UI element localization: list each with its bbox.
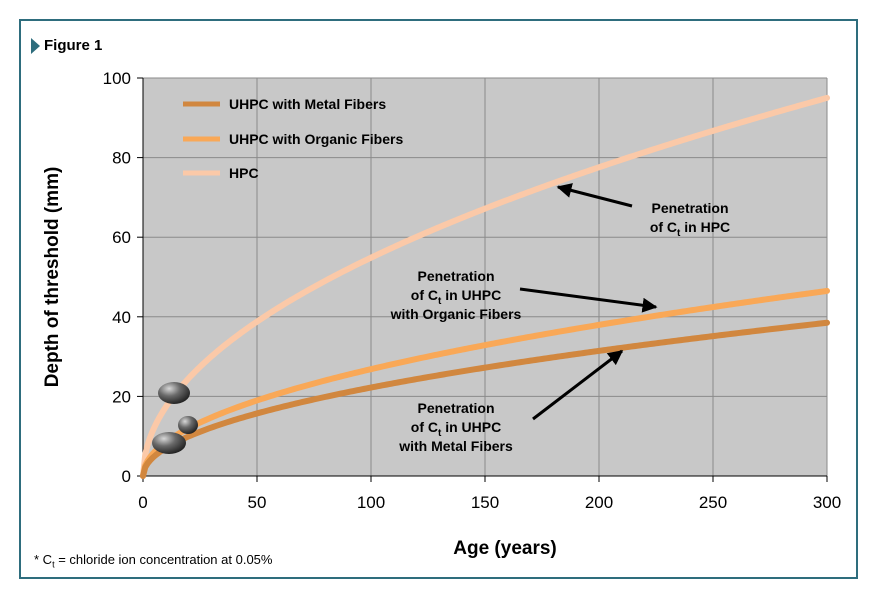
x-tick-label: 250 (699, 493, 727, 512)
annotation-subscript: t (438, 428, 442, 439)
annotation-line: of Ct in UHPC (411, 287, 501, 307)
annotation-segment: of C (650, 219, 677, 235)
x-tick-label: 100 (357, 493, 385, 512)
y-tick-label: 0 (122, 467, 131, 486)
annotation-segment: Penetration (417, 400, 494, 416)
x-tick-label: 0 (138, 493, 147, 512)
annotation-segment: with Organic Fibers (390, 306, 522, 322)
x-tick-label: 50 (248, 493, 267, 512)
y-tick-label: 60 (112, 228, 131, 247)
figure-label: Figure 1 (31, 37, 102, 54)
footnote: * Ct = chloride ion concentration at 0.0… (34, 552, 272, 570)
annotation-subscript: t (438, 296, 442, 307)
annotation-line: of Ct in UHPC (411, 419, 501, 439)
x-axis-title: Age (years) (453, 538, 557, 559)
footnote-text: = chloride ion concentration at 0.05% (54, 552, 273, 567)
annotation-text: Penetration of Ct in UHPC with Organic Fib… (390, 268, 522, 322)
annotation-segment: in UHPC (441, 419, 501, 435)
annotation-line: of Ct in HPC (650, 219, 730, 239)
annotation-arrow (532, 349, 624, 421)
annotation-segment: of C (411, 419, 438, 435)
annotation-subscript: t (677, 228, 681, 239)
legend-label-hpc: HPC (229, 165, 259, 181)
annotation-segment: Penetration (417, 268, 494, 284)
annotation-line: Penetration (417, 268, 494, 284)
y-axis-title: Depth of threshold (mm) (42, 167, 63, 388)
annotation-arrow (519, 287, 658, 313)
y-tick-label: 20 (112, 387, 131, 406)
series-line-hpc (140, 94, 830, 479)
series-line-uhpc-with-organic-fibers (140, 287, 830, 479)
annotation-segment: in UHPC (441, 287, 501, 303)
legend-label-uhpc-with-metal-fibers: UHPC with Metal Fibers (229, 96, 386, 112)
annotation-text: Penetration of Ct in UHPC with Metal Fiber… (398, 400, 513, 454)
pebble-image (178, 416, 198, 434)
pebble-image (158, 382, 190, 404)
annotation-line: Penetration (651, 200, 728, 216)
annotation-segment: in HPC (680, 219, 730, 235)
legend-label-uhpc-with-organic-fibers: UHPC with Organic Fibers (229, 131, 403, 147)
y-tick-label: 40 (112, 308, 131, 327)
figure-marker-icon (31, 37, 40, 54)
annotation-line: with Metal Fibers (398, 438, 513, 454)
annotation-segment: Penetration (651, 200, 728, 216)
annotation-segment: with Metal Fibers (398, 438, 513, 454)
y-tick-label: 80 (112, 149, 131, 168)
footnote-subscript: t (52, 559, 55, 570)
series-line-uhpc-with-metal-fibers (140, 319, 830, 479)
x-tick-label: 200 (585, 493, 613, 512)
footnote-prefix: * C (34, 552, 53, 567)
figure-label-text: Figure 1 (44, 37, 103, 54)
annotation-line: with Organic Fibers (390, 306, 522, 322)
annotation-text: Penetration of Ct in HPC (650, 200, 730, 239)
annotation-segment: of C (411, 287, 438, 303)
y-tick-label: 100 (103, 69, 131, 88)
x-tick-label: 150 (471, 493, 499, 512)
annotation-line: Penetration (417, 400, 494, 416)
pebble-image (152, 432, 186, 454)
x-tick-label: 300 (813, 493, 841, 512)
annotation-arrow (556, 183, 633, 208)
